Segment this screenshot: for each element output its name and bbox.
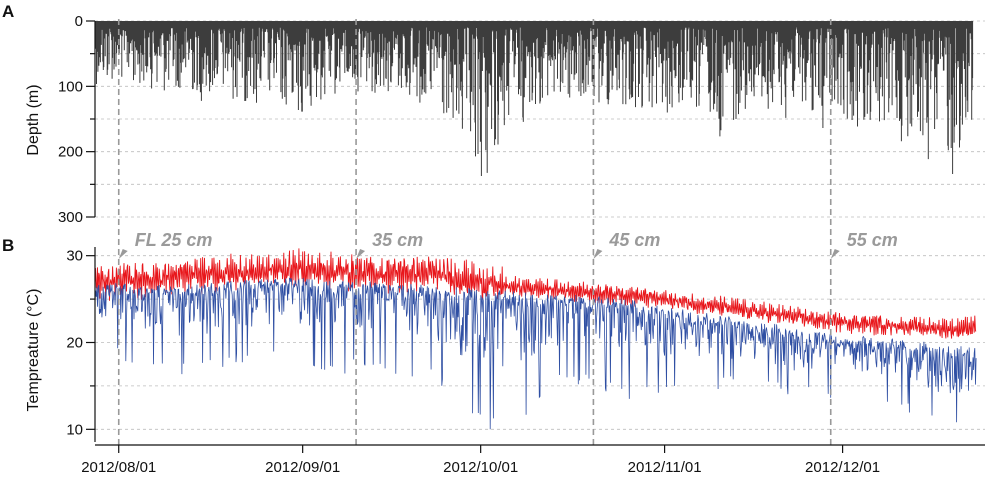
annotation-label-1: FL 25 cm <box>135 230 213 250</box>
temperature-series-blue <box>94 277 977 430</box>
annotation-arrow-4 <box>830 249 840 259</box>
x-tick-label: 2012/10/01 <box>443 459 518 476</box>
temperature-traces <box>94 248 977 430</box>
panel-letter-a: A <box>2 2 14 21</box>
depth-trace <box>94 21 974 176</box>
annotation-arrow-3 <box>593 249 603 259</box>
x-tick-label: 2012/08/01 <box>81 459 156 476</box>
depth-tick-label: 100 <box>58 78 83 95</box>
temperature-series-red <box>94 248 977 339</box>
annotation-label-4: 55 cm <box>847 230 898 250</box>
panel-letter-b: B <box>2 236 14 255</box>
depth-tick-label: 0 <box>75 13 83 30</box>
depth-series <box>94 21 974 176</box>
size-marker-lines <box>117 19 832 446</box>
temp-tick-label: 10 <box>66 421 83 438</box>
annotation-arrow-1 <box>118 249 128 259</box>
tick-labels: 0 100 200 300 10 20 30 2012/08/01 2012/09/01 2012… <box>58 13 880 476</box>
size-annotations: FL 25 cm 35 cm 45 cm 55 cm <box>118 230 898 259</box>
axes <box>86 20 985 453</box>
x-tick-label: 2012/12/01 <box>805 459 880 476</box>
depth-tick-label: 300 <box>58 209 83 226</box>
annotation-arrow-2 <box>356 249 366 259</box>
panel-a-ylabel: Depth (m) <box>25 84 42 155</box>
depth-tick-label: 200 <box>58 144 83 161</box>
x-tick-label: 2012/09/01 <box>265 459 340 476</box>
x-tick-label: 2012/11/01 <box>628 459 702 476</box>
temp-tick-label: 30 <box>66 248 83 265</box>
panel-b-ylabel: Tempreature (°C) <box>25 289 42 412</box>
temp-tick-label: 20 <box>66 335 83 352</box>
annotation-label-3: 45 cm <box>608 230 660 250</box>
annotation-label-2: 35 cm <box>372 230 423 250</box>
